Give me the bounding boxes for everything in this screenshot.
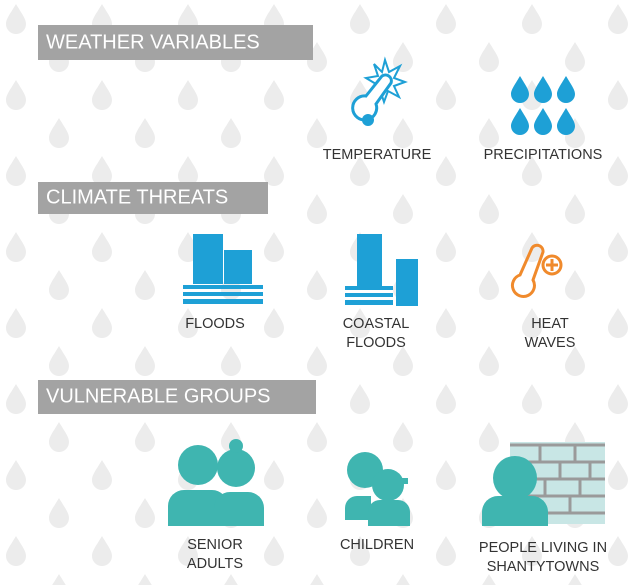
floods-icon xyxy=(183,234,263,304)
header-bar xyxy=(38,380,316,414)
coastal-floods-icon xyxy=(345,234,418,306)
item-label: SHANTYTOWNS xyxy=(487,559,600,575)
item-label: FLOODS xyxy=(185,316,245,332)
item-label: SENIOR xyxy=(187,537,243,553)
item-label: PEOPLE LIVING IN xyxy=(479,540,607,556)
shantytown-icon xyxy=(482,442,605,526)
item-label: WAVES xyxy=(525,335,576,351)
header-bar xyxy=(38,25,313,60)
section-title: CLIMATE THREATS xyxy=(46,186,228,208)
item-label: FLOODS xyxy=(346,335,406,351)
temperature-icon xyxy=(351,56,408,126)
section-title: VULNERABLE GROUPS xyxy=(46,385,271,407)
children-icon xyxy=(345,452,410,526)
item-label: CHILDREN xyxy=(340,537,414,553)
precipitation-icon xyxy=(511,76,575,135)
item-label: PRECIPITATIONS xyxy=(484,147,603,163)
item-label: TEMPERATURE xyxy=(323,147,432,163)
section-title: WEATHER VARIABLES xyxy=(46,31,260,53)
item-label: ADULTS xyxy=(187,556,243,572)
header-bar xyxy=(38,182,268,214)
item-label: COASTAL xyxy=(343,316,410,332)
senior-adults-icon xyxy=(168,439,264,526)
item-label: HEAT xyxy=(531,316,569,332)
heat-waves-icon xyxy=(510,243,563,298)
